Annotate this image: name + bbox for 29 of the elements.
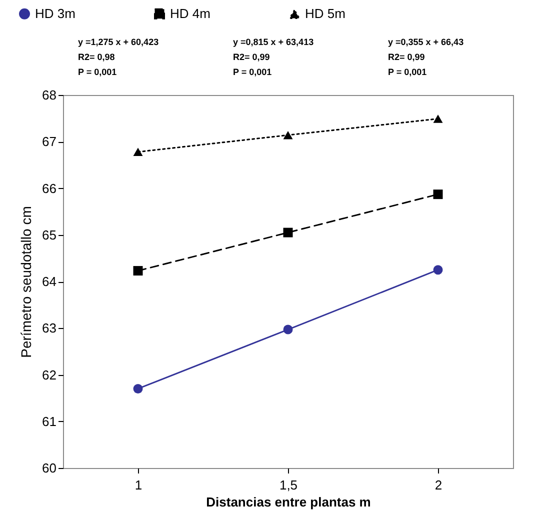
point <box>133 384 143 394</box>
legend-label: HD 5m <box>305 6 346 22</box>
x-tick-label: 2 <box>434 478 442 492</box>
point <box>133 148 143 156</box>
point <box>433 114 443 123</box>
legend-label: HD 3m <box>35 6 76 21</box>
text: y =0,355 x + 66,43 R2= 0,99 P = 0,001 <box>388 37 464 77</box>
point <box>133 266 143 276</box>
y-tick-label: 60 <box>42 460 56 476</box>
y-tick-label: 68 <box>42 88 56 102</box>
point <box>433 265 443 275</box>
point <box>283 130 293 140</box>
y-tick-label: 65 <box>42 227 56 242</box>
y-axis-title: Perímetro seudotallo cm <box>18 206 34 358</box>
y-tick-label: 66 <box>42 180 56 196</box>
y-tick-label: 67 <box>42 134 56 150</box>
x-axis-title: Distancias entre plantas m <box>206 494 371 510</box>
x-tick-label: 1,5 <box>279 478 298 492</box>
y-tick-label: 64 <box>42 274 56 289</box>
x-tick-label: 1 <box>134 478 142 492</box>
text: y =0,815 x + 63,413 R2= 0,99 P = 0,001 <box>233 37 314 77</box>
point <box>283 324 293 334</box>
text: y =1,275 x + 60,423 R2= 0,98 P = 0,001 <box>78 37 159 77</box>
point <box>283 228 293 238</box>
y-tick-label: 63 <box>42 320 56 336</box>
y-tick-label: 61 <box>42 414 56 429</box>
y-tick-label: 62 <box>42 367 56 382</box>
point <box>433 190 443 200</box>
legend-label: HD 4m <box>170 6 210 21</box>
